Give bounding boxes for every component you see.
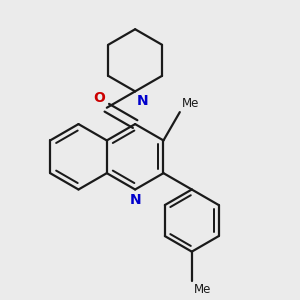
Text: N: N (137, 94, 148, 108)
Text: Me: Me (194, 283, 211, 296)
Text: N: N (129, 193, 141, 207)
Text: O: O (93, 91, 105, 105)
Text: Me: Me (182, 97, 199, 110)
